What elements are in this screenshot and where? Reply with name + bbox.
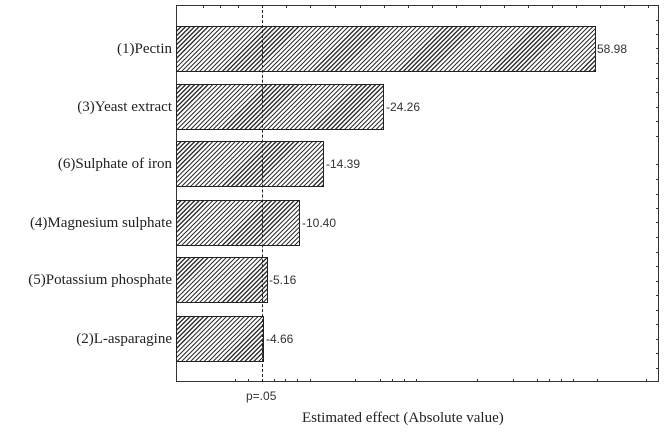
category-label: (1)Pectin: [117, 41, 172, 57]
category-label: (5)Potassium phosphate: [28, 272, 172, 288]
p-value-label: p=.05: [246, 389, 277, 403]
value-label: -14.39: [326, 157, 361, 171]
value-label: -24.26: [386, 100, 421, 114]
plot-area: [176, 5, 659, 382]
category-label: (6)Sulphate of iron: [57, 156, 172, 172]
bar-potassium-phosphate: [176, 257, 268, 303]
bar-pectin: [176, 26, 596, 72]
category-label: (2)L-asparagine: [76, 331, 172, 347]
significance-line: [262, 5, 263, 382]
bar-sulphate-of-iron: [176, 141, 324, 187]
bar-yeast-extract: [176, 84, 384, 130]
category-label: (4)Magnesium sulphate: [29, 215, 172, 231]
bar-magnesium-sulphate: [176, 200, 300, 246]
value-label: -10.40: [302, 216, 337, 230]
bar-l-asparagine: [176, 316, 264, 362]
category-label: (3)Yeast extract: [77, 99, 172, 115]
value-label: -5.16: [269, 273, 297, 287]
value-label: -4.66: [266, 332, 294, 346]
x-axis-title: Estimated effect (Absolute value): [302, 410, 504, 426]
value-label: 58.98: [597, 42, 628, 56]
